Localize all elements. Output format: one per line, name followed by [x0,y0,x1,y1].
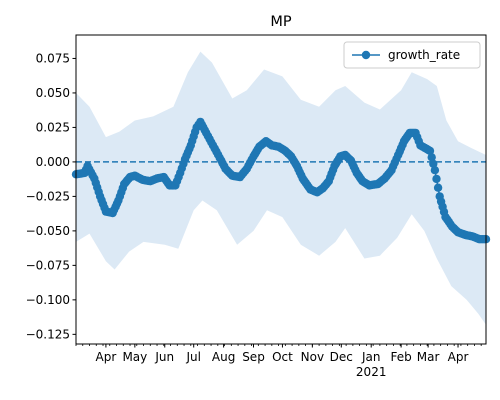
y-tick-label: −0.050 [26,224,70,238]
confidence-band [76,51,486,325]
confidence-band-layer [76,51,486,325]
data-point [432,174,441,184]
x-tick-label: Jul [185,350,200,364]
legend-marker [361,50,371,60]
x-tick-label: May [122,350,147,364]
x-tick-label: Feb [390,350,411,364]
data-point [430,166,440,175]
x-tick-label: Dec [330,350,353,364]
legend-label: growth_rate [388,48,460,62]
x-tick-label: Jan [361,350,381,364]
x-tick-label: Jun [154,350,174,364]
x-year-label: 2021 [356,365,387,379]
y-tick-label: 0.000 [36,155,70,169]
data-point [427,153,436,162]
x-tick-label: Nov [301,350,324,364]
plot-frame [75,34,487,345]
x-axis: Apr May Jun Jul Aug Sep Oct Nov Dec Jan Feb Mar Apr 2… [75,344,482,379]
data-point [429,159,438,168]
x-tick-label: Sep [242,350,265,364]
y-axis: 0.075 0.050 0.025 0.000 −0.025 −0.050 −0.075 −0… [26,51,76,341]
x-tick-label: Apr [96,350,117,364]
x-tick-label: Oct [272,350,293,364]
data-point [433,183,443,192]
legend: growth_rate [343,41,481,69]
x-tick-label: Aug [212,350,235,364]
y-tick-label: −0.100 [26,293,70,307]
x-tick-label: Apr [448,350,469,364]
y-tick-label: 0.050 [36,86,70,100]
y-tick-label: 0.025 [36,120,70,134]
chart-title: MP [270,14,292,30]
y-tick-label: 0.075 [36,51,70,65]
y-tick-label: −0.075 [26,258,70,272]
y-tick-label: −0.025 [26,189,70,203]
series-layer [71,117,491,244]
legend-box [343,41,481,69]
x-tick-label: Mar [417,350,440,364]
data-point [425,146,435,156]
y-tick-label: −0.125 [26,327,70,341]
